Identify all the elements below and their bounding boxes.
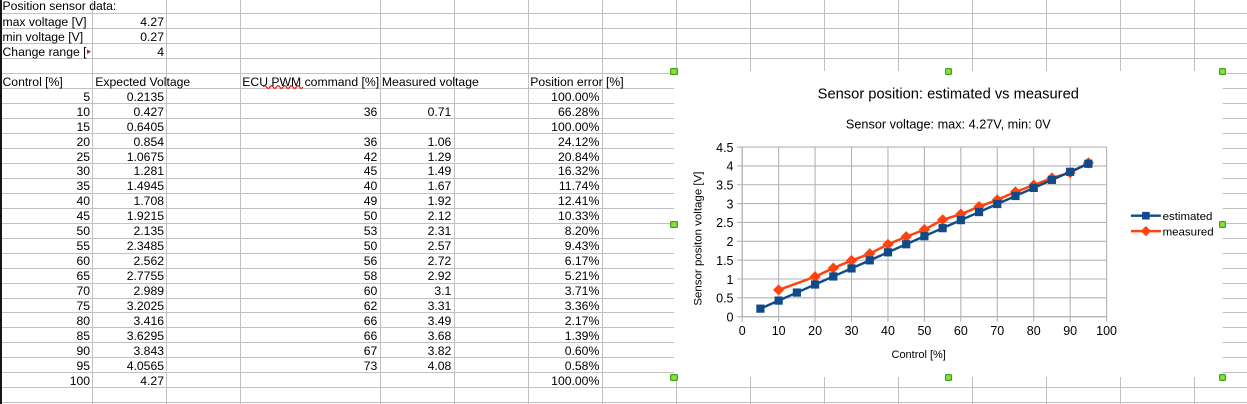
svg-text:estimated: estimated — [1163, 211, 1213, 223]
svg-text:3: 3 — [727, 198, 734, 212]
svg-text:70: 70 — [990, 324, 1004, 338]
svg-text:50: 50 — [917, 324, 931, 338]
svg-text:2.5: 2.5 — [716, 217, 733, 231]
svg-text:Sensor positon voltage [V]: Sensor positon voltage [V] — [692, 172, 704, 306]
svg-text:3.5: 3.5 — [716, 179, 733, 193]
svg-text:80: 80 — [1027, 324, 1041, 338]
svg-text:4.5: 4.5 — [716, 141, 733, 155]
svg-text:4: 4 — [727, 160, 734, 174]
svg-text:20: 20 — [808, 324, 822, 338]
svg-text:2: 2 — [727, 235, 734, 249]
svg-text:0: 0 — [739, 324, 746, 338]
svg-text:60: 60 — [954, 324, 968, 338]
svg-text:10: 10 — [772, 324, 786, 338]
svg-text:100: 100 — [1096, 324, 1117, 338]
svg-text:Sensor position: estimated vs: Sensor position: estimated vs measured — [818, 87, 1079, 103]
svg-text:0: 0 — [727, 311, 734, 325]
svg-text:Control [%]: Control [%] — [892, 349, 946, 361]
svg-text:30: 30 — [845, 324, 859, 338]
svg-text:40: 40 — [881, 324, 895, 338]
svg-text:1.5: 1.5 — [716, 254, 733, 268]
svg-text:Sensor voltage: max: 4.27V, mi: Sensor voltage: max: 4.27V, min: 0V — [846, 118, 1051, 132]
svg-text:measured: measured — [1163, 227, 1214, 239]
svg-text:1: 1 — [727, 273, 734, 287]
svg-text:0.5: 0.5 — [716, 292, 733, 306]
svg-text:90: 90 — [1063, 324, 1077, 338]
